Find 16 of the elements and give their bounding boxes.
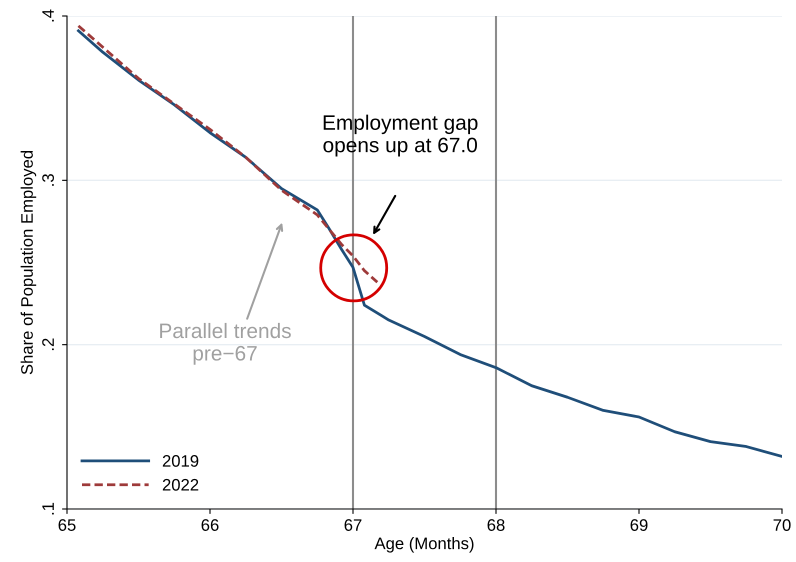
legend-label: 2022 xyxy=(162,478,198,491)
x-tick-label: 70 xyxy=(774,519,791,531)
y-tick-label: .2 xyxy=(42,338,54,350)
x-tick-label: 69 xyxy=(630,519,648,531)
annotation: Employment gap opens up at 67.0 xyxy=(323,114,478,157)
annotation: Parallel trends pre−67 xyxy=(160,322,291,365)
x-tick-label: 66 xyxy=(202,519,219,531)
y-tick-label: .1 xyxy=(42,502,54,514)
y-axis-title: Share of Population Employed xyxy=(20,150,36,374)
y-tick-label: .4 xyxy=(42,10,54,22)
x-tick-label: 67 xyxy=(344,519,362,531)
y-tick-label: .3 xyxy=(42,174,54,186)
x-axis-title: Age (Months) xyxy=(374,537,474,553)
legend-label: 2019 xyxy=(162,455,198,467)
x-tick-label: 68 xyxy=(488,519,505,531)
x-tick-label: 65 xyxy=(58,519,76,531)
